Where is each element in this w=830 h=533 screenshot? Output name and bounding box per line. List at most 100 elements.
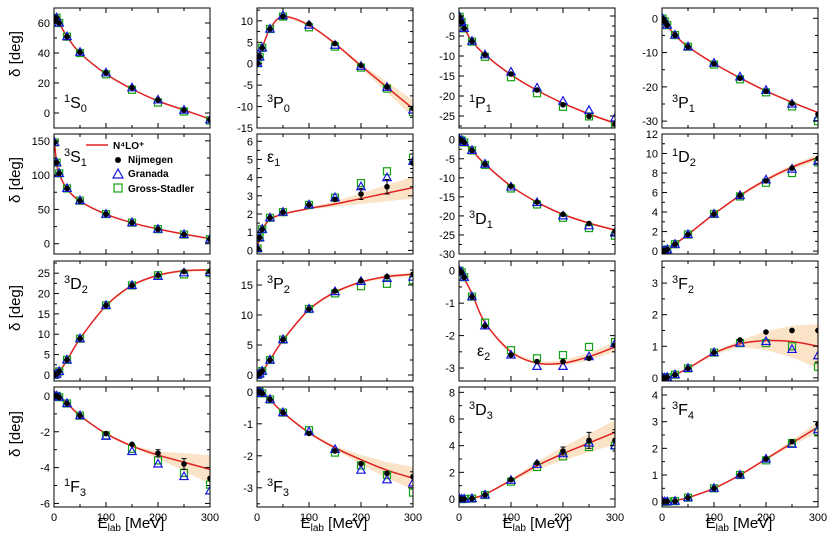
x-tick-label: 200 [149,512,167,524]
nijmegen-point [461,274,468,281]
y-tick-label: 0 [247,245,253,257]
nijmegen-point [672,498,678,504]
nijmegen-point [461,139,468,146]
y-tick-label: 0 [44,391,50,403]
granada-point [407,477,413,487]
panel-label-sup: 3 [672,93,678,105]
granada-point [812,423,818,434]
nijmegen-point [280,209,286,215]
y-tick-label: -1 [243,419,253,431]
nijmegen-point [129,219,135,226]
granada-point [531,360,543,371]
granada-point [609,439,615,450]
y-axis-label-row-1: δ [deg] [7,31,24,77]
legend-label-n4lo: N⁴LO⁺ [113,141,144,152]
panel-7: -30 -25 -20 -15 -10 -5 0 3D1 [439,133,616,261]
nijmegen-point [207,236,210,242]
panel-label-sub: 2 [688,284,694,296]
y-tick-label: -10 [439,51,455,63]
uncertainty-band [257,391,413,490]
y-tick-label: -25 [439,111,455,123]
x-tick-label: 300 [606,512,624,524]
y-tick-label: 2 [449,467,455,479]
y-tick-label: -5 [445,154,455,166]
panel-15: 0 100 200 300 0 2 4 6 8 3D3 [449,386,624,524]
y-tick-label: 3 [652,417,658,429]
gross-stadler-point [382,167,392,176]
nijmegen-point [332,40,338,47]
nijmegen-point [77,49,83,56]
nijmegen-point [711,349,717,356]
nijmegen-point [332,196,338,203]
panel-label-main: D [475,211,487,228]
y-tick-label: -30 [439,249,455,261]
x-tick-label: 100 [705,512,723,524]
nijmegen-point [181,231,187,238]
panel-label: 1P1 [469,93,492,115]
panel-label: 3F4 [672,400,694,422]
nijmegen-point [685,494,691,501]
granada-point [583,104,595,115]
y-tick-label: -25 [439,230,455,242]
y-tick-label: 0 [449,266,455,278]
nijmegen-point [469,38,475,44]
nijmegen-point [508,71,514,77]
y-tick-label: 0 [449,494,455,506]
granada-point [786,438,798,448]
nijmegen-point [181,268,187,275]
nijmegen-point [672,241,678,248]
nijmegen-point [267,26,273,32]
gross-stadler-point [205,235,210,244]
granada-point [557,360,569,371]
nijmegen-point [410,160,413,166]
panel-label-sub: 1 [274,157,280,169]
panel-label-main: D [678,149,690,166]
nijmegen-point [789,165,795,171]
nijmegen-point [508,183,514,189]
y-tick-label: -15 [237,123,253,135]
x-tick-label: 300 [809,512,827,524]
panel-label-sup: 1 [469,93,475,105]
panel-label: 3F2 [672,274,694,296]
y-tick-label: 1 [652,341,658,353]
panel-label-sub: 2 [484,351,490,363]
y-tick-label: 4 [449,441,455,453]
panel-5: 0 50 100 150 3S1 [32,133,211,255]
panel-plot-area [54,266,210,379]
y-tick-label: 50 [38,204,50,216]
y-tick-label: 10 [241,310,253,322]
panel-label-main: F [678,402,688,419]
y-tick-label: 60 [38,18,50,30]
n4lo-curve [662,426,818,503]
nijmegen-point [306,430,312,437]
y-tick-label: 10 [241,16,253,28]
y-tick-label: 150 [32,136,50,148]
panel-plot-area [54,136,210,244]
y-tick-label: -4 [40,463,50,475]
panel-label-sup: 3 [672,274,678,286]
panel-label-sup: 1 [672,147,678,159]
nijmegen-point [685,365,691,372]
y-tick-label: 2 [652,310,658,322]
panel-14: 0 100 200 300 -3 -2 -1 0 3F3 [243,386,422,524]
nijmegen-point [155,97,161,103]
granada-point [557,447,569,458]
y-tick-label: -10 [237,102,253,114]
panel-label-sub: 0 [81,103,87,115]
nijmegen-point [64,400,70,407]
x-axis-label-col-4: Elab [MeV] [706,515,773,533]
x-axis-label-col-2: Elab [MeV] [301,515,368,533]
nijmegen-point [103,70,109,76]
y-tick-label: 10 [38,329,50,341]
nijmegen-point [259,368,266,374]
panel-plot-area [459,420,615,504]
panel-label-sub: 2 [284,284,290,296]
panel-3: -25 -20 -15 -10 -5 0 1P1 [439,7,616,129]
x-axis-label-col-3: Elab [MeV] [503,515,570,533]
panel-label: 3D3 [469,400,493,422]
y-tick-label: 2 [652,443,658,455]
nijmegen-point [280,409,286,416]
nijmegen-point [763,329,769,335]
y-tick-label: 0 [652,13,658,25]
nijmegen-point [267,357,273,363]
